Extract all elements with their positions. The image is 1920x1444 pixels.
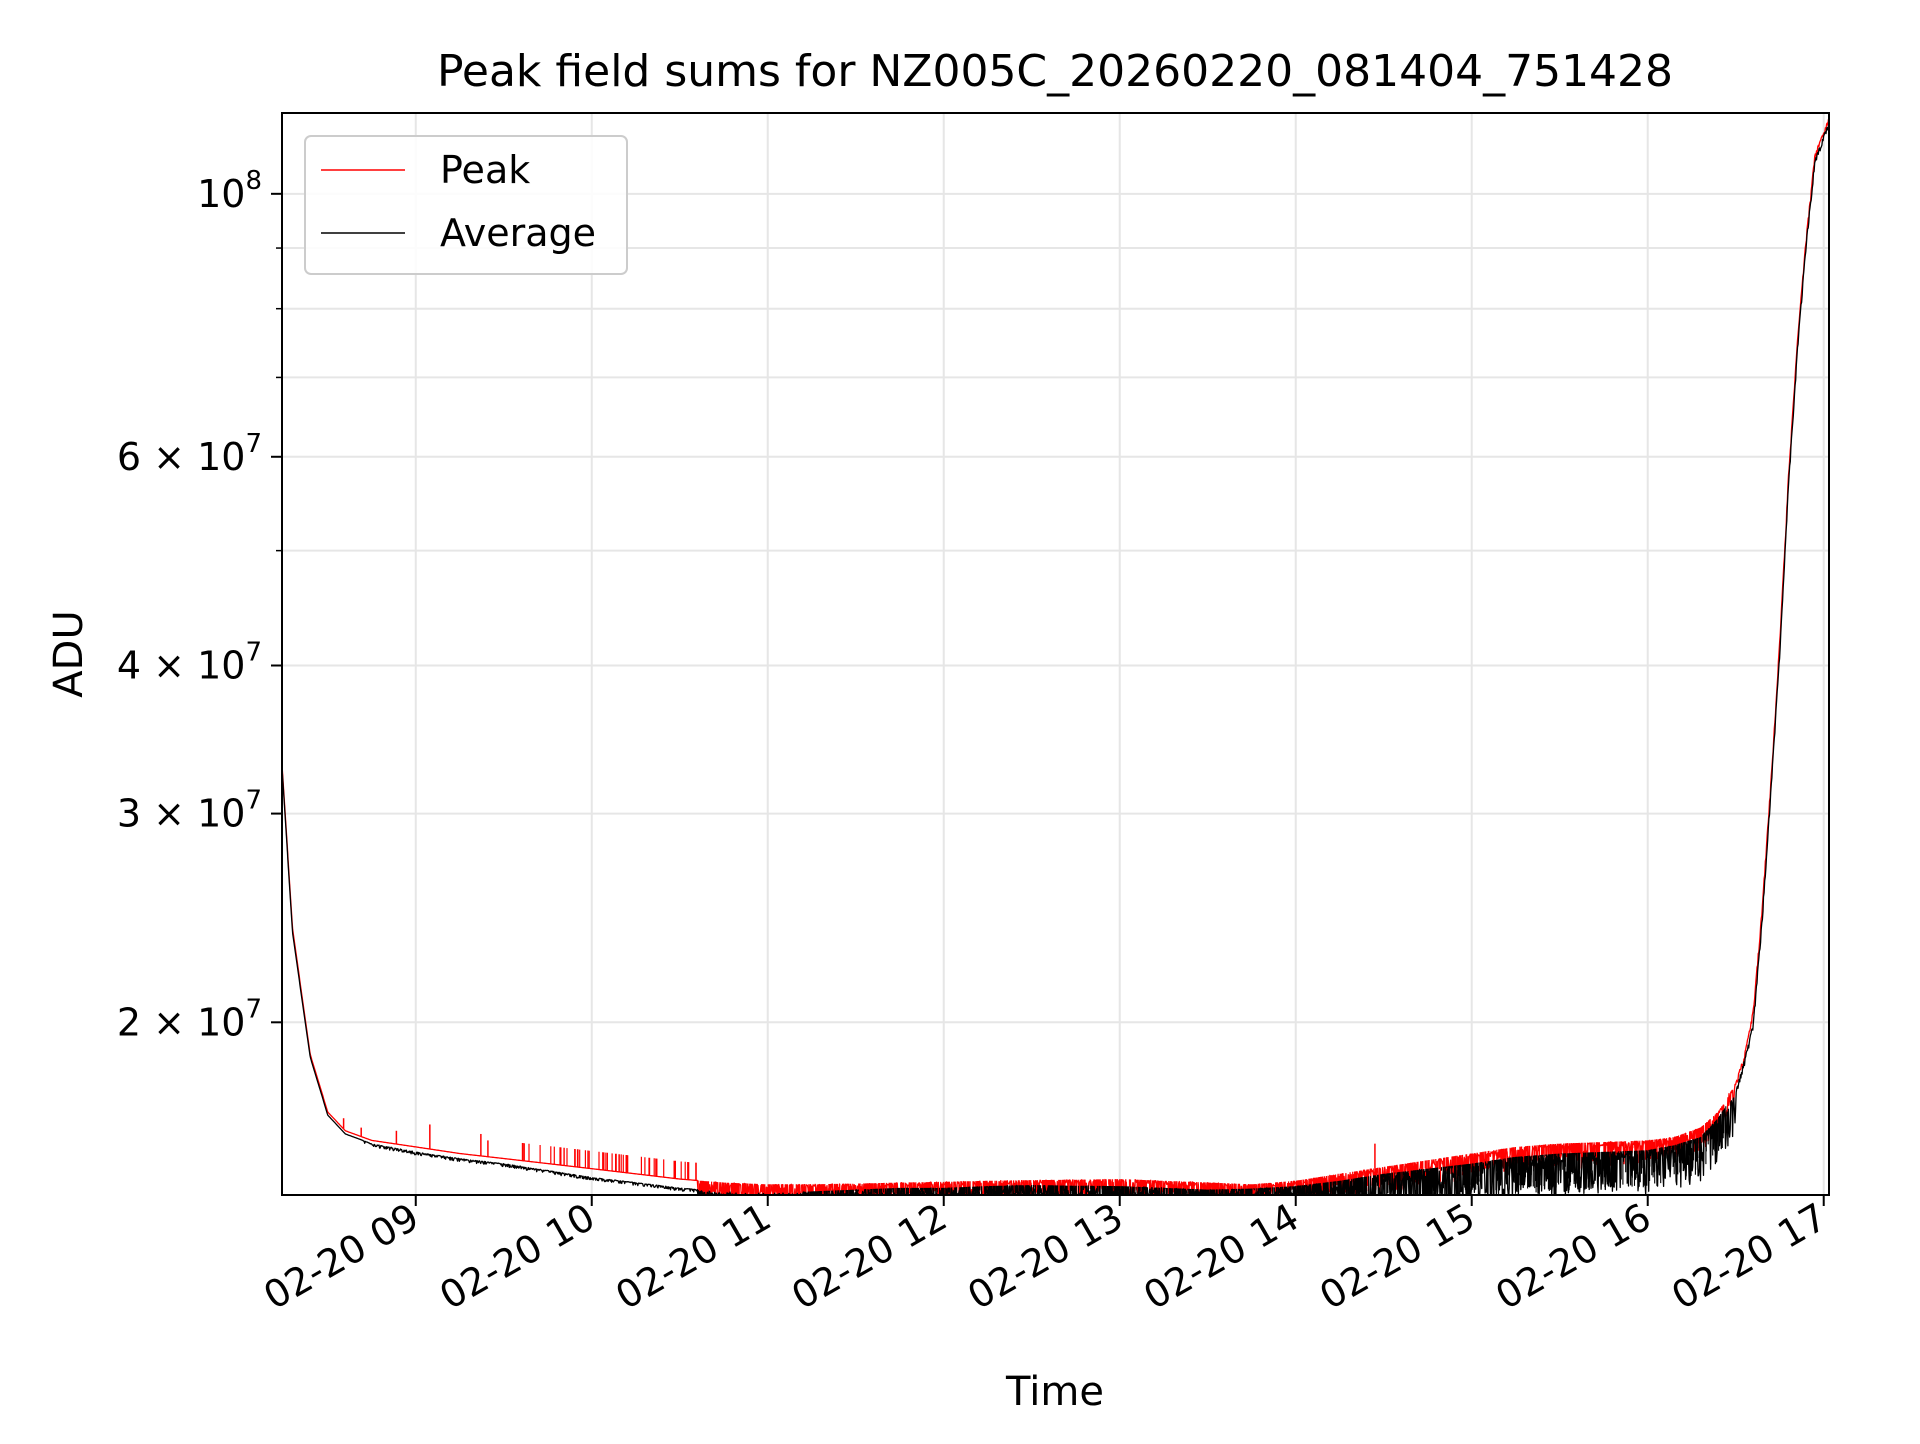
y-tick-label-exponent: 7 [245,786,262,816]
series-dips-average [802,1106,1727,1195]
grid [282,113,1829,1195]
y-tick-label-base: 3 × 10 [117,792,246,836]
y-axis-label: ADU [46,610,92,697]
plot-series [282,117,1829,1195]
legend-label-peak: Peak [440,148,530,192]
y-tick-label-exponent: 7 [245,429,262,459]
y-tick-label-exponent: 7 [245,994,262,1024]
y-tick-label-base: 4 × 10 [117,643,246,687]
chart-title: Peak field sums for NZ005C_20260220_0814… [437,46,1673,97]
series-early-spikes-peak [521,1143,697,1181]
y-tick-label-exponent: 7 [245,637,262,667]
y-tick-label-base: 6 × 10 [117,435,246,479]
legend-label-average: Average [440,211,596,255]
y-tick-label: 3 × 107 [117,786,262,836]
y-tick-label: 2 × 107 [117,994,262,1044]
y-tick-label-base: 2 × 10 [117,1000,246,1044]
y-tick-label-exponent: 8 [245,166,262,196]
y-tick-label-base: 10 [197,172,245,216]
x-axis-label: Time [1005,1369,1104,1415]
y-tick-label: 108 [197,166,262,216]
legend: Peak Average [304,135,628,275]
y-tick-label: 4 × 107 [117,637,262,687]
y-tick-label: 6 × 107 [117,429,262,479]
plot-frame [281,112,1830,1196]
